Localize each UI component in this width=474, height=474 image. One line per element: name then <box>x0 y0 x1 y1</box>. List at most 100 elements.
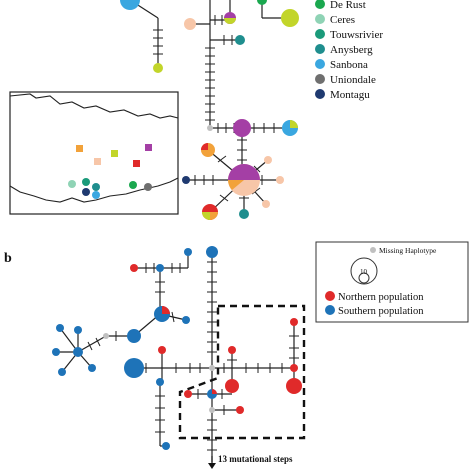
haplotype-node <box>286 378 302 394</box>
haplotype-node <box>276 176 284 184</box>
site-marker <box>82 178 90 186</box>
haplotype-node <box>236 406 244 414</box>
legend-swatch-de-rust <box>315 0 325 9</box>
northern-population-label: Northern population <box>338 292 424 303</box>
site-marker <box>133 160 140 167</box>
legend-swatch-ceres <box>315 14 325 24</box>
haplotype-node <box>156 264 164 272</box>
haplotype-node <box>184 248 192 256</box>
panel-b-network <box>58 252 295 462</box>
map-frame <box>9 91 179 215</box>
haplotype-node <box>52 348 60 356</box>
haplotype-node <box>120 0 140 10</box>
haplotype-node-slice <box>228 164 244 180</box>
haplotype-node <box>262 200 270 208</box>
site-marker <box>111 150 118 157</box>
map-inset <box>9 91 179 215</box>
missing-haplotype-legend-dot <box>370 247 376 253</box>
haplotype-node <box>182 176 190 184</box>
site-marker <box>68 180 76 188</box>
site-marker <box>92 183 100 191</box>
legend-label-montagu: Montagu <box>330 89 370 101</box>
network-edge <box>77 335 107 353</box>
haplotype-node <box>88 364 96 372</box>
haplotype-node <box>290 364 298 372</box>
haplotype-node <box>156 378 164 386</box>
haplotype-node <box>158 346 166 354</box>
haplotype-node <box>130 264 138 272</box>
size-scale-circle <box>350 257 378 285</box>
haplotype-node-slice <box>201 143 208 150</box>
site-marker <box>76 145 83 152</box>
site-marker <box>82 188 90 196</box>
size-scale-circle-small <box>358 272 370 284</box>
missing-haplotype-node <box>207 125 213 131</box>
haplotype-node <box>182 316 190 324</box>
haplotype-node <box>124 358 144 378</box>
site-marker <box>94 158 101 165</box>
panel-a-mutation-ticks <box>153 15 275 202</box>
legend-frame <box>315 241 469 323</box>
haplotype-node-slice <box>228 180 244 190</box>
legend-panel-b: Missing Haplotype 10 Northern population… <box>315 241 469 323</box>
haplotype-node <box>290 318 298 326</box>
northern-cluster-dashed-outline <box>178 304 306 440</box>
haplotype-node <box>264 156 272 164</box>
haplotype-node <box>162 442 170 450</box>
haplotype-node-slice <box>210 212 218 220</box>
haplotype-node <box>233 119 251 137</box>
panel-a-nodes <box>120 0 299 220</box>
mutational-steps-label: 13 mutational steps <box>218 454 293 464</box>
legend-swatch-montagu <box>315 89 325 99</box>
legend-panel-a: De Rust Ceres Touwsrivier Anysberg Sanbo… <box>315 0 383 101</box>
haplotype-node <box>225 379 239 393</box>
legend-swatch-touwsrivier <box>315 29 325 39</box>
haplotype-node <box>58 368 66 376</box>
mutational-steps-annotation: 13 mutational steps <box>208 454 293 469</box>
haplotype-node-slice <box>290 120 298 128</box>
haplotype-node-slice <box>202 212 210 220</box>
missing-haplotype-node <box>103 333 109 339</box>
haplotype-node <box>239 209 249 219</box>
legend-label-uniondale: Uniondale <box>330 74 376 86</box>
northern-population-swatch <box>325 291 335 301</box>
site-marker <box>129 181 137 189</box>
legend-label-de-rust: De Rust <box>330 0 366 11</box>
haplotype-node <box>206 246 218 258</box>
haplotype-node <box>73 347 83 357</box>
size-scale-label: 10 <box>360 268 368 276</box>
haplotype-node <box>74 326 82 334</box>
site-marker <box>92 191 100 199</box>
panel-b-mutation-ticks <box>87 261 299 451</box>
southern-population-label: Southern population <box>338 306 424 317</box>
site-marker <box>144 183 152 191</box>
haplotype-node-slice <box>244 164 260 180</box>
missing-haplotype-node <box>209 407 215 413</box>
haplotype-node <box>228 346 236 354</box>
legend-swatch-uniondale <box>315 74 325 84</box>
legend-label-ceres: Ceres <box>330 14 355 26</box>
haplotype-node-slice <box>224 18 236 24</box>
haplotype-node <box>184 390 192 398</box>
site-marker <box>145 144 152 151</box>
legend-label-anysberg: Anysberg <box>330 44 373 56</box>
haplotype-node <box>235 35 245 45</box>
arrow-head <box>208 463 216 469</box>
panel-a-network <box>129 0 290 213</box>
missing-haplotype-node <box>209 365 215 371</box>
haplotype-node <box>127 329 141 343</box>
legend-swatch-anysberg <box>315 44 325 54</box>
legend-label-touwsrivier: Touwsrivier <box>330 29 383 41</box>
panel-b-label: b <box>4 251 12 266</box>
legend-swatch-sanbona <box>315 59 325 69</box>
haplotype-node <box>153 63 163 73</box>
haplotype-node <box>184 18 196 30</box>
missing-haplotype-label: Missing Haplotype <box>379 246 437 255</box>
haplotype-node <box>56 324 64 332</box>
panel-b-nodes <box>52 246 302 450</box>
southern-population-swatch <box>325 305 335 315</box>
coastline <box>9 93 179 203</box>
haplotype-node <box>257 0 267 5</box>
haplotype-node-slice <box>212 389 217 394</box>
